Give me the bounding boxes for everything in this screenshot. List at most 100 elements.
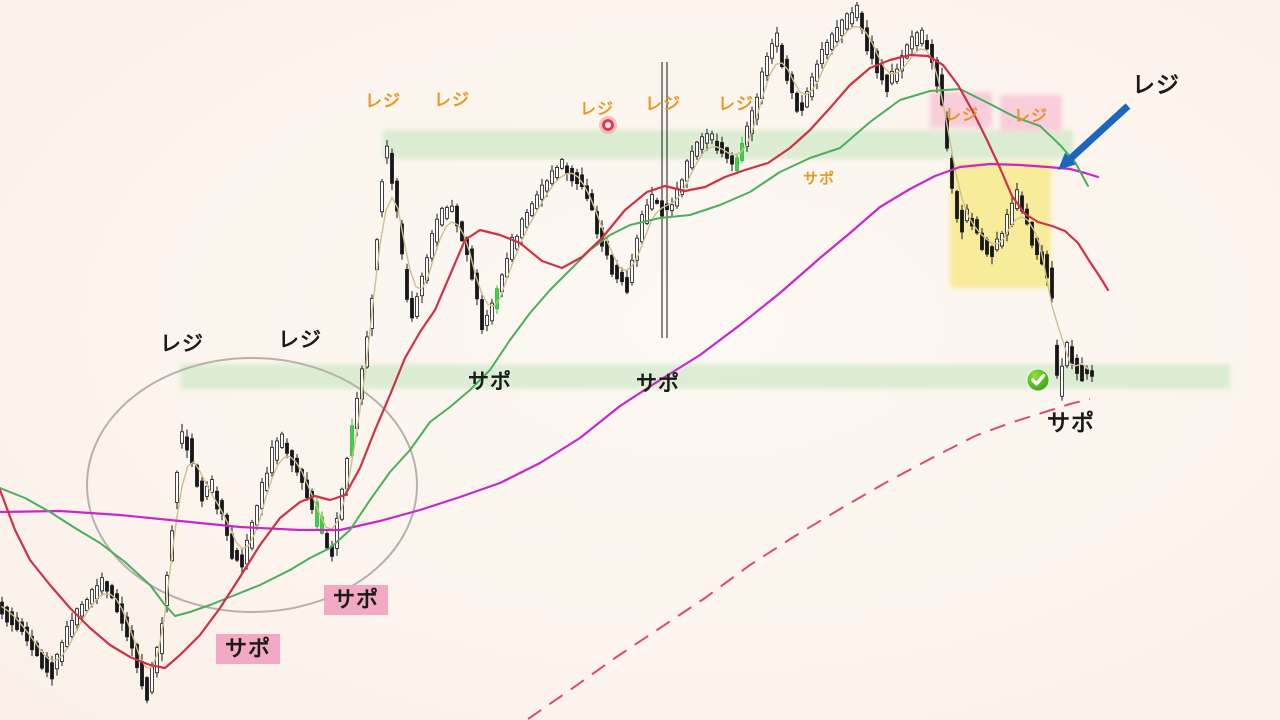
candle bbox=[850, 7, 854, 28]
sapo-pink-label-2: サポ bbox=[215, 634, 281, 664]
candle bbox=[695, 141, 699, 160]
candle bbox=[440, 206, 444, 227]
reji-label-5: レジ bbox=[718, 94, 754, 114]
candle bbox=[315, 497, 319, 531]
candle bbox=[700, 133, 704, 155]
candle bbox=[455, 203, 459, 233]
reji-label-4: レジ bbox=[645, 94, 681, 114]
candle bbox=[690, 145, 694, 170]
candle bbox=[235, 547, 239, 563]
reji-pink-text-1: レジ bbox=[944, 107, 980, 124]
candle bbox=[430, 230, 434, 263]
candle bbox=[85, 597, 89, 613]
candle bbox=[710, 130, 714, 145]
yellow-highlight-box bbox=[950, 162, 1051, 288]
candle bbox=[990, 245, 994, 265]
candle bbox=[305, 472, 309, 502]
red-cursor-dot bbox=[599, 116, 617, 134]
candle bbox=[835, 19, 839, 47]
candle bbox=[80, 601, 84, 621]
candle bbox=[240, 547, 244, 573]
range-ellipse-layer bbox=[86, 357, 418, 613]
candle bbox=[530, 200, 534, 218]
candle bbox=[535, 190, 539, 212]
candle bbox=[580, 167, 584, 190]
candle bbox=[745, 121, 749, 152]
candle bbox=[960, 204, 964, 240]
candle bbox=[510, 233, 514, 263]
candle bbox=[655, 197, 659, 205]
long-term-support-dashed bbox=[527, 398, 1091, 720]
candle bbox=[120, 596, 124, 631]
candle bbox=[610, 253, 614, 278]
candle bbox=[830, 31, 834, 55]
candle bbox=[725, 146, 729, 164]
candle bbox=[15, 612, 19, 632]
candle bbox=[705, 128, 709, 151]
candle bbox=[10, 607, 14, 632]
candle bbox=[950, 152, 954, 194]
candle bbox=[495, 285, 499, 315]
candle bbox=[920, 27, 924, 47]
candle bbox=[65, 620, 69, 648]
candle bbox=[105, 580, 109, 599]
candle bbox=[335, 512, 339, 556]
candle bbox=[975, 216, 979, 235]
reji-label-1: レジ bbox=[365, 91, 401, 111]
sapo-black-mid-2: サポ bbox=[636, 372, 680, 396]
candle bbox=[200, 477, 204, 508]
candle bbox=[910, 30, 914, 55]
candle bbox=[560, 157, 564, 170]
candle bbox=[775, 26, 779, 53]
sapo-black-bottom-right: サポ bbox=[1047, 409, 1095, 436]
candle bbox=[250, 519, 254, 551]
candle bbox=[180, 423, 184, 449]
moving-average-lines bbox=[0, 25, 1110, 670]
candle bbox=[750, 106, 754, 142]
candle bbox=[35, 640, 39, 657]
candle bbox=[450, 199, 454, 213]
candle bbox=[410, 291, 414, 322]
candle bbox=[765, 52, 769, 82]
candle bbox=[30, 629, 34, 657]
candle bbox=[930, 39, 934, 70]
candle bbox=[125, 612, 129, 642]
candle bbox=[270, 440, 274, 478]
candle bbox=[390, 148, 394, 190]
candle bbox=[675, 181, 679, 209]
range-ellipse bbox=[86, 357, 418, 613]
candle bbox=[805, 87, 809, 109]
candle bbox=[845, 12, 849, 31]
candle bbox=[855, 2, 859, 22]
candle bbox=[680, 178, 684, 198]
candle bbox=[755, 93, 759, 126]
candle bbox=[715, 133, 719, 155]
candle bbox=[480, 292, 484, 334]
candle bbox=[800, 95, 804, 117]
candle bbox=[570, 165, 574, 187]
candle bbox=[885, 74, 889, 98]
candle bbox=[625, 269, 629, 295]
candle bbox=[55, 652, 59, 676]
candle bbox=[865, 19, 869, 55]
candle bbox=[185, 429, 189, 458]
candle bbox=[575, 168, 579, 190]
candle bbox=[1060, 358, 1064, 401]
resistance-arrow bbox=[1058, 103, 1131, 170]
candle bbox=[820, 42, 824, 69]
candle bbox=[735, 154, 739, 175]
candle bbox=[770, 38, 774, 64]
candle bbox=[640, 210, 644, 246]
candle bbox=[630, 253, 634, 286]
reji-black-top-right: レジ bbox=[1132, 71, 1180, 98]
candle bbox=[840, 18, 844, 44]
candle bbox=[550, 165, 554, 187]
candle bbox=[595, 205, 599, 239]
candle bbox=[110, 583, 114, 600]
slowest-ma-magenta bbox=[0, 162, 1100, 532]
check-icon bbox=[1031, 373, 1046, 386]
candle bbox=[890, 63, 894, 86]
candle bbox=[1030, 220, 1034, 249]
